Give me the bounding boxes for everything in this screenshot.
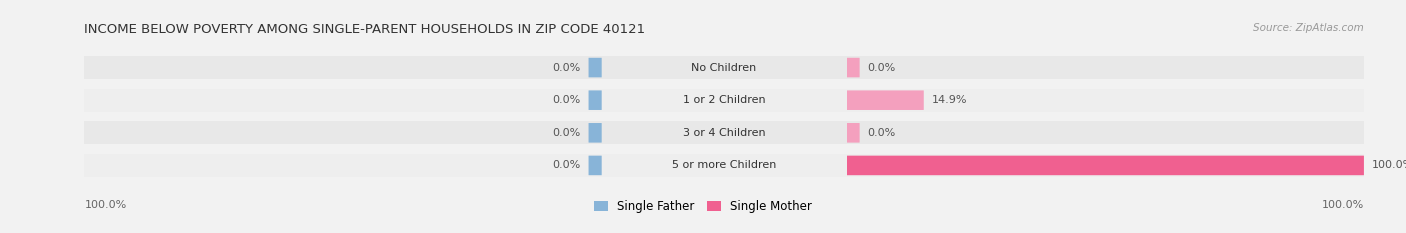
FancyBboxPatch shape bbox=[82, 89, 90, 111]
FancyBboxPatch shape bbox=[602, 154, 846, 177]
FancyBboxPatch shape bbox=[589, 90, 602, 110]
Text: 0.0%: 0.0% bbox=[553, 128, 581, 138]
FancyBboxPatch shape bbox=[1355, 89, 1364, 111]
FancyBboxPatch shape bbox=[846, 121, 1364, 144]
FancyBboxPatch shape bbox=[82, 56, 90, 79]
FancyBboxPatch shape bbox=[846, 156, 1364, 175]
Text: 0.0%: 0.0% bbox=[868, 63, 896, 72]
Text: Source: ZipAtlas.com: Source: ZipAtlas.com bbox=[1253, 23, 1364, 33]
FancyBboxPatch shape bbox=[589, 123, 602, 143]
Text: 5 or more Children: 5 or more Children bbox=[672, 161, 776, 170]
Text: 0.0%: 0.0% bbox=[553, 161, 581, 170]
FancyBboxPatch shape bbox=[846, 58, 859, 77]
FancyBboxPatch shape bbox=[846, 154, 1364, 177]
FancyBboxPatch shape bbox=[846, 123, 859, 143]
FancyBboxPatch shape bbox=[846, 90, 924, 110]
FancyBboxPatch shape bbox=[82, 154, 90, 177]
Text: 0.0%: 0.0% bbox=[553, 95, 581, 105]
FancyBboxPatch shape bbox=[589, 156, 602, 175]
FancyBboxPatch shape bbox=[846, 89, 1364, 112]
Text: 0.0%: 0.0% bbox=[868, 128, 896, 138]
Text: No Children: No Children bbox=[692, 63, 756, 72]
FancyBboxPatch shape bbox=[84, 154, 602, 177]
FancyBboxPatch shape bbox=[602, 56, 846, 79]
FancyBboxPatch shape bbox=[1355, 56, 1364, 79]
FancyBboxPatch shape bbox=[84, 89, 602, 112]
Text: INCOME BELOW POVERTY AMONG SINGLE-PARENT HOUSEHOLDS IN ZIP CODE 40121: INCOME BELOW POVERTY AMONG SINGLE-PARENT… bbox=[84, 23, 645, 36]
Text: 3 or 4 Children: 3 or 4 Children bbox=[683, 128, 765, 138]
Text: 100.0%: 100.0% bbox=[1322, 200, 1364, 210]
FancyBboxPatch shape bbox=[1355, 154, 1364, 177]
Text: 14.9%: 14.9% bbox=[931, 95, 967, 105]
FancyBboxPatch shape bbox=[84, 56, 602, 79]
Text: 100.0%: 100.0% bbox=[1372, 161, 1406, 170]
Text: 100.0%: 100.0% bbox=[84, 200, 127, 210]
FancyBboxPatch shape bbox=[602, 121, 846, 144]
Text: 1 or 2 Children: 1 or 2 Children bbox=[683, 95, 765, 105]
FancyBboxPatch shape bbox=[602, 89, 846, 112]
FancyBboxPatch shape bbox=[82, 122, 90, 144]
Text: 0.0%: 0.0% bbox=[553, 63, 581, 72]
FancyBboxPatch shape bbox=[589, 58, 602, 77]
FancyBboxPatch shape bbox=[84, 121, 602, 144]
Legend: Single Father, Single Mother: Single Father, Single Mother bbox=[589, 195, 817, 218]
FancyBboxPatch shape bbox=[846, 56, 1364, 79]
FancyBboxPatch shape bbox=[1355, 122, 1364, 144]
